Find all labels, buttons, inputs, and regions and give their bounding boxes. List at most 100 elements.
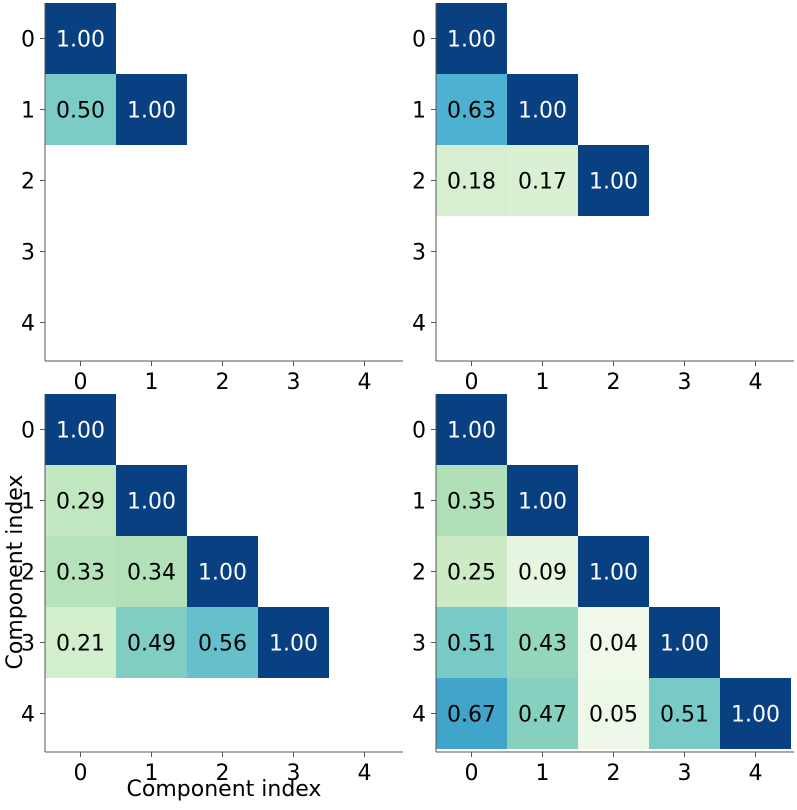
heatmap-cell-label: 0.35	[447, 490, 496, 515]
heatmap-panel-bottom-right: 1.00 0.35 1.00 0.25 0.09 1.00 0.51 0.43 0.04 1.00…	[412, 394, 794, 786]
heatmap-cell-label: 0.63	[447, 99, 496, 124]
y-tick-label: 0	[21, 28, 35, 53]
x-tick-label: 2	[216, 370, 230, 395]
heatmap-cell-label: 0.25	[447, 561, 496, 586]
y-tick-label: 2	[412, 170, 426, 195]
heatmap-cell-label: 1.00	[518, 490, 567, 515]
heatmap-cell-r2-c0	[45, 536, 116, 607]
heatmap-cell-label: 0.18	[447, 170, 496, 195]
y-axis-label: Component index	[3, 475, 28, 670]
x-axis-label: Component index	[127, 777, 322, 802]
heatmap-cell-label: 0.67	[447, 703, 496, 728]
heatmap-cell-r4-c2	[578, 678, 649, 749]
heatmap-cell-label: 1.00	[589, 170, 638, 195]
y-tick-label: 3	[21, 632, 35, 657]
y-tick-label: 4	[21, 312, 35, 337]
y-tick-label: 1	[21, 99, 35, 124]
heatmap-cell-r2-c1	[507, 536, 578, 607]
heatmap-cell-r2-c0	[436, 536, 507, 607]
y-tick-label: 0	[412, 28, 426, 53]
heatmap-cell-r2-c0	[436, 145, 507, 216]
heatmap-cell-label: 0.05	[589, 703, 638, 728]
y-tick-label: 3	[412, 241, 426, 266]
heatmap-cell-r1-c0	[45, 465, 116, 536]
heatmap-cell-label: 0.50	[56, 99, 105, 124]
heatmap-cell-label: 0.49	[127, 632, 176, 657]
heatmap-panel-top-left: 1.00 0.50 1.00 0 0 1 1 2 2 3 3 4 4	[21, 3, 403, 395]
x-tick-label: 1	[145, 370, 159, 395]
heatmap-cell-r2-c2	[578, 536, 649, 607]
x-tick-label: 3	[678, 761, 692, 786]
heatmap-cell-label: 0.43	[518, 632, 567, 657]
x-tick-label: 3	[287, 761, 301, 786]
y-tick-label: 3	[21, 241, 35, 266]
heatmap-cell-label: 1.00	[198, 561, 247, 586]
heatmap-cell-r0-c0	[45, 394, 116, 465]
heatmap-cell-r1-c1	[507, 465, 578, 536]
heatmap-cell-label: 1.00	[447, 419, 496, 444]
heatmap-cell-r0-c0	[436, 394, 507, 465]
heatmap-cell-r3-c0	[45, 607, 116, 678]
x-tick-label: 4	[358, 761, 372, 786]
heatmap-cell-r1-c1	[507, 74, 578, 145]
y-tick-label: 4	[412, 312, 426, 337]
heatmap-cell-label: 0.17	[518, 170, 567, 195]
heatmap-cell-r2-c2	[187, 536, 258, 607]
heatmap-cell-label: 0.33	[56, 561, 105, 586]
heatmap-cell-label: 0.09	[518, 561, 567, 586]
y-tick-label: 2	[21, 561, 35, 586]
heatmap-cell-r0-c0	[436, 3, 507, 74]
x-tick-label: 1	[536, 761, 550, 786]
heatmap-cell-r0-c0	[45, 3, 116, 74]
y-tick-label: 1	[412, 490, 426, 515]
x-tick-label: 0	[74, 370, 88, 395]
x-tick-label: 0	[465, 761, 479, 786]
heatmap-cell-r4-c4	[720, 678, 791, 749]
heatmap-cell-r2-c2	[578, 145, 649, 216]
x-tick-label: 0	[74, 761, 88, 786]
heatmap-cell-label: 1.00	[589, 561, 638, 586]
y-tick-label: 2	[412, 561, 426, 586]
heatmap-cell-r3-c3	[258, 607, 329, 678]
heatmap-cell-r3-c1	[116, 607, 187, 678]
y-tick-label: 1	[412, 99, 426, 124]
heatmap-cell-r1-c1	[116, 74, 187, 145]
y-tick-label: 1	[21, 490, 35, 515]
y-tick-label: 0	[412, 419, 426, 444]
x-tick-label: 1	[145, 761, 159, 786]
heatmap-cell-r3-c0	[436, 607, 507, 678]
x-tick-label: 1	[536, 370, 550, 395]
heatmap-cell-r3-c1	[507, 607, 578, 678]
heatmap-cell-r1-c0	[45, 74, 116, 145]
heatmap-cell-label: 0.47	[518, 703, 567, 728]
heatmap-cell-label: 1.00	[127, 99, 176, 124]
x-tick-label: 2	[607, 761, 621, 786]
x-tick-label: 2	[607, 370, 621, 395]
heatmap-cell-r3-c2	[578, 607, 649, 678]
heatmap-cell-r4-c0	[436, 678, 507, 749]
heatmap-cell-label: 0.04	[589, 632, 638, 657]
heatmap-cell-label: 1.00	[56, 28, 105, 53]
x-tick-label: 4	[749, 370, 763, 395]
heatmap-panel-top-right: 1.00 0.63 1.00 0.18 0.17 1.00 0 0 1 1 2 2 3 3 4 4	[412, 3, 794, 395]
heatmap-cell-label: 0.29	[56, 490, 105, 515]
heatmap-cell-label: 1.00	[518, 99, 567, 124]
x-tick-label: 2	[216, 761, 230, 786]
y-tick-label: 0	[21, 419, 35, 444]
heatmap-cell-label: 1.00	[660, 632, 709, 657]
heatmap-cell-label: 0.51	[660, 703, 709, 728]
y-tick-label: 2	[21, 170, 35, 195]
y-tick-label: 3	[412, 632, 426, 657]
heatmap-cell-r1-c0	[436, 465, 507, 536]
heatmap-cell-r3-c2	[187, 607, 258, 678]
heatmap-panel-bottom-left: 1.00 0.29 1.00 0.33 0.34 1.00 0.21 0.49 0.56 1.00…	[21, 394, 403, 786]
heatmap-cell-label: 1.00	[269, 632, 318, 657]
heatmap-cell-label: 0.56	[198, 632, 247, 657]
x-tick-label: 3	[678, 370, 692, 395]
y-tick-label: 4	[412, 703, 426, 728]
heatmap-cell-r2-c1	[507, 145, 578, 216]
heatmap-cell-r4-c3	[649, 678, 720, 749]
x-tick-label: 3	[287, 370, 301, 395]
heatmap-cell-label: 0.51	[447, 632, 496, 657]
